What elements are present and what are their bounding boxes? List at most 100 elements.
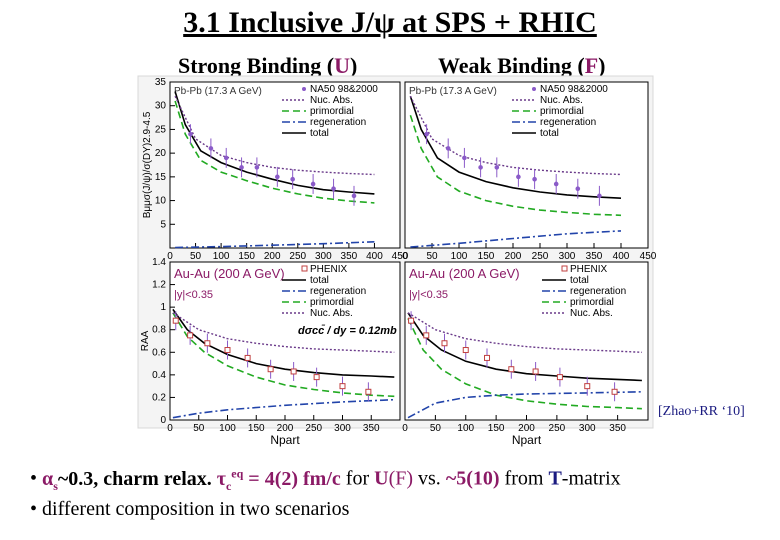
- x-tick-label: 200: [505, 251, 522, 262]
- data-point: [188, 131, 193, 137]
- x-axis-label: Npart: [512, 433, 542, 447]
- curve-nuc-abs-: [172, 312, 395, 353]
- y-tick-label: 0.2: [152, 392, 166, 403]
- legend-marker: [301, 265, 308, 272]
- data-point: [597, 193, 602, 199]
- x-tick-label: 0: [402, 423, 408, 434]
- y-tick-label: 5: [160, 219, 166, 230]
- data-point: [553, 181, 559, 187]
- legend-label: Nuc. Abs.: [310, 95, 353, 106]
- legend-label: Nuc. Abs.: [570, 308, 613, 319]
- data-point: [575, 186, 581, 192]
- x-tick-label: 350: [341, 251, 358, 262]
- y-tick-label: 10: [155, 196, 167, 207]
- legend-label: total: [310, 275, 329, 286]
- data-point: [478, 165, 483, 170]
- data-point: [310, 181, 316, 187]
- legend-label: primordial: [310, 297, 354, 308]
- legend-label: primordial: [540, 106, 584, 117]
- data-point: [331, 186, 336, 192]
- subtitle-weak-key: F: [584, 53, 599, 78]
- data-point: [351, 193, 357, 199]
- data-point: [187, 332, 194, 339]
- bullet-1-from: from: [499, 467, 549, 490]
- curve-regeneration: [172, 398, 395, 419]
- subtitle-strong-key: U: [334, 53, 350, 78]
- citation: [Zhao+RR ‘10]: [658, 404, 745, 419]
- legend-label: Nuc. Abs.: [540, 95, 583, 106]
- data-point: [516, 174, 521, 180]
- curve-nuc-abs-: [174, 95, 375, 176]
- x-tick-label: 0: [167, 423, 173, 434]
- y-tick-label: 1.4: [152, 257, 166, 268]
- x-axis-label: Npart: [270, 433, 300, 447]
- bullet-1-five: ~5(10): [445, 467, 500, 490]
- legend-label: regeneration: [310, 117, 366, 128]
- panel-annotation: Pb-Pb (17.3 A GeV): [174, 86, 262, 97]
- subtitle-strong-suffix: ): [350, 53, 358, 78]
- y-tick-label: 1: [160, 302, 166, 313]
- subtitle-weak-suffix: ): [598, 53, 606, 78]
- data-point: [611, 388, 618, 395]
- data-point: [445, 146, 451, 151]
- data-point: [556, 374, 563, 381]
- x-tick-label: 50: [430, 423, 442, 434]
- x-tick-label: 100: [213, 251, 230, 262]
- x-tick-label: 150: [248, 423, 265, 434]
- curve-total: [174, 91, 375, 195]
- legend-label: PHENIX: [570, 264, 608, 275]
- data-point: [254, 165, 260, 170]
- legend-label: regeneration: [310, 286, 366, 297]
- data-point: [508, 366, 515, 373]
- bullet-1-for: for: [340, 467, 375, 490]
- subtitle-strong-binding: Strong Binding (U): [178, 53, 357, 79]
- x-tick-label: 300: [315, 251, 332, 262]
- data-point: [424, 131, 429, 137]
- x-tick-label: 0: [402, 251, 408, 262]
- x-tick-label: 200: [277, 423, 294, 434]
- data-point: [484, 354, 491, 361]
- x-tick-label: 100: [451, 251, 468, 262]
- panel-annotation: Au-Au (200 A GeV): [409, 266, 520, 281]
- bullet-2: • different composition in two scenarios: [30, 498, 349, 521]
- x-tick-label: 50: [426, 251, 438, 262]
- x-tick-label: 200: [518, 423, 535, 434]
- y-tick-label: 0.8: [152, 325, 166, 336]
- data-point: [244, 354, 251, 361]
- bullet-1-matrix: -matrix: [561, 467, 621, 490]
- curve-regeneration: [175, 241, 375, 249]
- data-point: [339, 383, 346, 390]
- legend-label: regeneration: [540, 117, 596, 128]
- data-point: [462, 155, 467, 161]
- data-point: [224, 347, 231, 354]
- legend-label: primordial: [310, 106, 354, 117]
- curve-nuc-abs-: [407, 312, 642, 353]
- x-tick-label: 300: [579, 423, 596, 434]
- x-tick-label: 350: [586, 251, 603, 262]
- data-point: [172, 317, 179, 324]
- y-tick-label: 0.6: [152, 347, 166, 358]
- curve-primordial: [407, 318, 642, 410]
- legend-label: NA50 98&2000: [540, 84, 608, 95]
- legend-label: PHENIX: [310, 264, 348, 275]
- x-tick-label: 350: [609, 423, 626, 434]
- tau-value: = 4(2) fm/c: [243, 467, 341, 490]
- x-tick-label: 400: [366, 251, 383, 262]
- data-point: [267, 366, 274, 373]
- data-point: [584, 383, 591, 390]
- x-tick-label: 150: [238, 251, 255, 262]
- tau-symbol: τ: [216, 467, 226, 490]
- alpha-value: ~0.3, charm relax.: [57, 467, 217, 490]
- data-point: [408, 317, 415, 324]
- x-tick-label: 250: [305, 423, 322, 434]
- x-tick-label: 350: [363, 423, 380, 434]
- y-tick-label: 30: [155, 101, 167, 112]
- curve-primordial: [409, 114, 622, 217]
- bullet-1-U: U: [374, 467, 389, 490]
- data-point: [365, 388, 372, 395]
- panel-annotation: Pb-Pb (17.3 A GeV): [409, 86, 497, 97]
- y-tick-label: 1.2: [152, 280, 166, 291]
- legend-marker: [302, 87, 306, 91]
- x-tick-label: 50: [193, 423, 205, 434]
